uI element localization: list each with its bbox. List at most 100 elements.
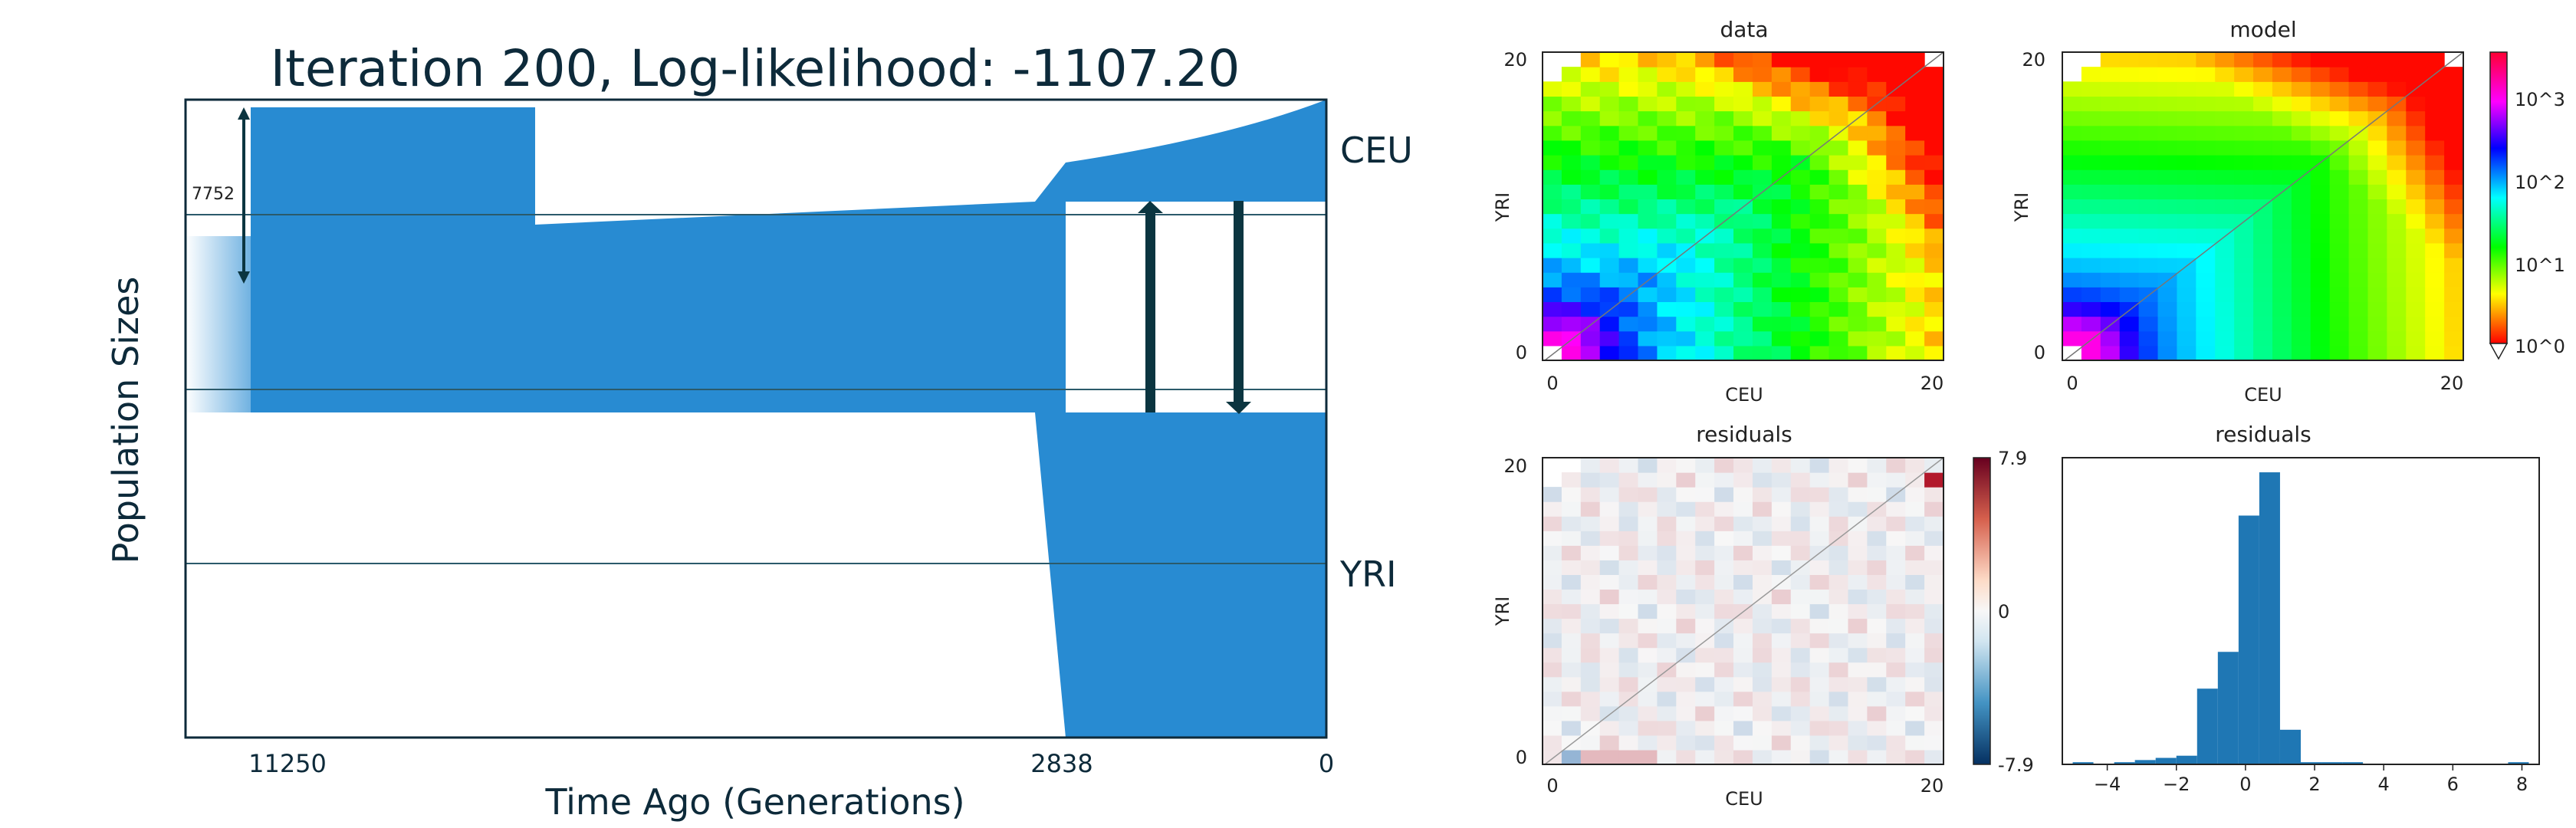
heatmap-cell (2291, 125, 2312, 141)
heatmap-cell (1733, 705, 1753, 721)
heatmap-cell (1790, 169, 1811, 185)
heatmap-cell (1733, 330, 1753, 347)
heatmap-cell (2367, 228, 2387, 244)
heatmap-cell (1829, 458, 1849, 473)
heatmap-cell (1924, 501, 1944, 517)
heatmap-cell (1790, 213, 1811, 229)
heatmap-cell (2138, 96, 2159, 112)
heatmap-cell (1867, 52, 1887, 67)
heatmap-cell (2215, 52, 2235, 67)
heatmap-cell (1676, 720, 1696, 736)
heatmap-cell (1638, 487, 1658, 502)
heatmap-cell (2157, 52, 2178, 67)
heatmap-cell (1790, 184, 1811, 200)
heatmap-cell (1676, 560, 1696, 575)
heatmap-cell (1790, 52, 1811, 67)
heatmap-cell (2196, 258, 2216, 273)
heatmap-cell (1618, 169, 1639, 185)
heatmap-cell (1733, 345, 1753, 361)
heatmap-cell (1867, 705, 1887, 721)
heatmap-cell (1618, 287, 1639, 303)
heatmap-cell (1733, 228, 1753, 244)
data-heatmap-cells (1543, 52, 1944, 361)
heatmap-cell (2138, 228, 2159, 244)
heatmap-cell (1618, 676, 1639, 692)
heatmap-cell (1886, 560, 1906, 575)
heatmap-cell (2367, 213, 2387, 229)
heatmap-cell (1848, 345, 1868, 361)
heatmap-cell (1848, 574, 1868, 590)
heatmap-cell (2196, 125, 2216, 141)
heatmap-cell (1676, 272, 1696, 288)
heatmap-cell (1561, 472, 1582, 488)
heatmap-cell (1714, 125, 1734, 141)
heatmap-cell (1599, 213, 1620, 229)
heatmap-cell (1733, 169, 1753, 185)
heatmap-cell (1695, 242, 1715, 258)
heatmap-cell (1867, 458, 1887, 473)
heatmap-cell (2062, 199, 2082, 215)
heatmap-cell (2138, 199, 2159, 215)
heatmap-cell (1809, 720, 1830, 736)
heatmap-cell (2157, 184, 2178, 200)
heatmap-cell (2253, 213, 2273, 229)
heatmap-cell (1924, 749, 1944, 765)
heatmap-cell (2253, 330, 2273, 347)
heatmap-cell (1924, 301, 1944, 317)
heatmap-cell (1676, 301, 1696, 317)
heatmap-cell (1848, 720, 1868, 736)
heatmap-cell (1561, 647, 1582, 663)
heatmap-cell (1886, 67, 1906, 82)
heatmap-cell (2196, 301, 2216, 317)
heatmap-cell (1657, 487, 1677, 502)
heatmap-cell (1829, 589, 1849, 605)
heatmap-cell (2100, 140, 2121, 156)
heatmap-cell (2157, 228, 2178, 244)
heatmap-cell (1790, 287, 1811, 303)
heatmap-cell (1848, 458, 1868, 473)
heatmap-cell (1829, 316, 1849, 332)
heatmap-cell (1618, 316, 1639, 332)
heatmap-cell (2444, 345, 2464, 361)
heatmap-cell (2196, 272, 2216, 288)
heatmap-cell (1924, 345, 1944, 361)
residual-heatmap-panel: residuals 20 0 0 20 CEU YRI 7.9 0 -7.9 (1492, 422, 2034, 810)
heatmap-cell (1886, 228, 1906, 244)
histogram-bar (2508, 762, 2529, 764)
heatmap-cell (1638, 501, 1658, 517)
heatmap-cell (2406, 213, 2426, 229)
heatmap-cell (1657, 258, 1677, 273)
heatmap-cell (1848, 258, 1868, 273)
heatmap-cell (1657, 531, 1677, 546)
heatmap-cell (1829, 734, 1849, 751)
heatmap-cell (2234, 125, 2254, 141)
heatmap-cell (2081, 125, 2101, 141)
y-tick-label: 20 (1503, 49, 1527, 71)
heatmap-cell (2367, 345, 2387, 361)
heatmap-cell (1924, 589, 1944, 605)
heatmap-cell (1829, 487, 1849, 502)
heatmap-cell (1790, 720, 1811, 736)
heatmap-cell (2387, 110, 2407, 127)
heatmap-cell (1599, 662, 1620, 678)
heatmap-cell (2177, 228, 2196, 244)
heatmap-cell (1657, 199, 1677, 215)
heatmap-cell (1905, 316, 1925, 332)
heatmap-cell (1543, 531, 1562, 546)
heatmap-cell (1829, 199, 1849, 215)
heatmap-cell (2348, 228, 2369, 244)
heatmap-cell (1752, 96, 1773, 112)
heatmap-cell (1676, 316, 1696, 332)
heatmap-cell (1771, 647, 1792, 663)
y-tick-label: 0 (1516, 342, 1527, 363)
heatmap-cell (1638, 110, 1658, 127)
heatmap-cell (2177, 96, 2196, 112)
heatmap-cell (1676, 545, 1696, 560)
heatmap-cell (1886, 662, 1906, 678)
heatmap-cell (2062, 140, 2082, 156)
heatmap-cell (1657, 545, 1677, 560)
heatmap-cell (1752, 618, 1773, 634)
heatmap-cell (1829, 749, 1849, 765)
heatmap-cell (1695, 67, 1715, 82)
heatmap-cell (2100, 110, 2121, 127)
